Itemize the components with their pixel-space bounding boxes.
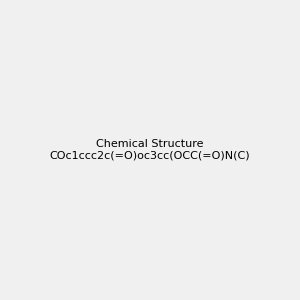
Text: Chemical Structure
COc1ccc2c(=O)oc3cc(OCC(=O)N(C): Chemical Structure COc1ccc2c(=O)oc3cc(OC… xyxy=(50,139,250,161)
